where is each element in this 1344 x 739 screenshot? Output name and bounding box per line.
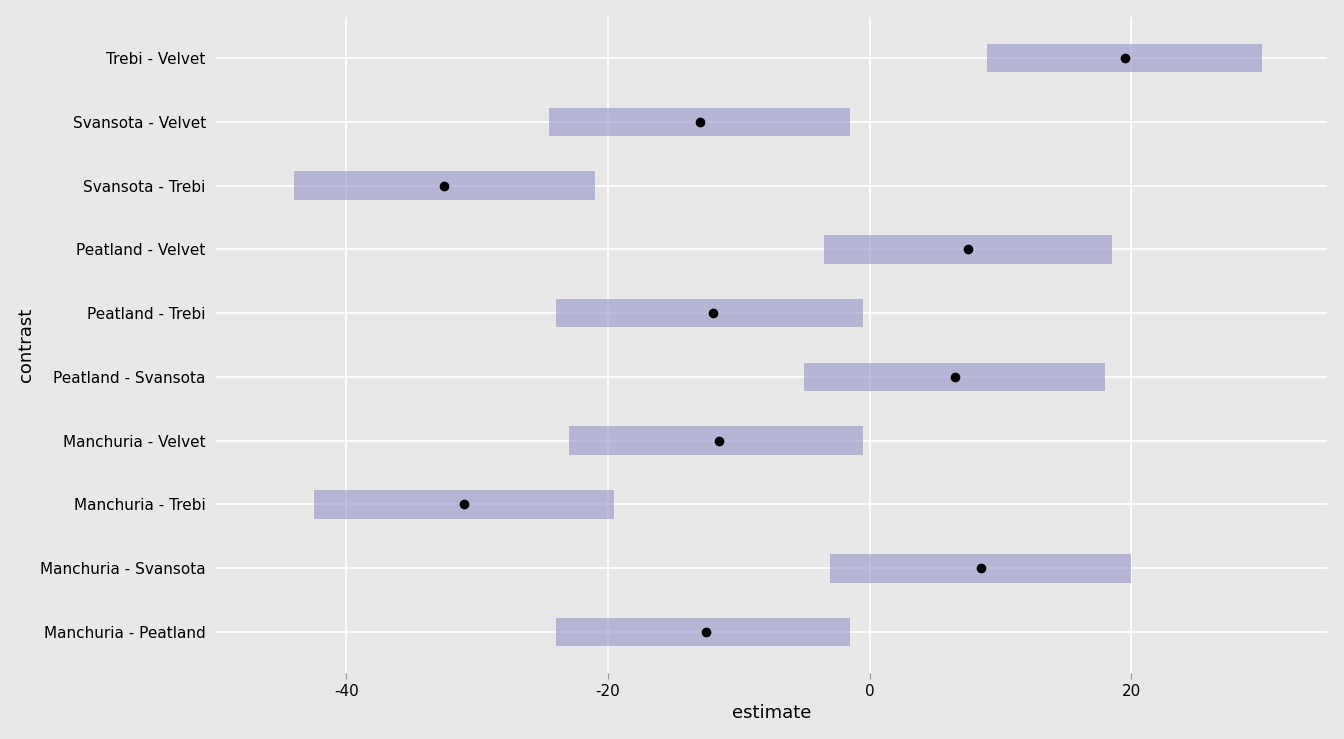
Bar bbox=[824, 235, 1111, 264]
Bar bbox=[555, 299, 863, 327]
Bar bbox=[550, 107, 849, 136]
Bar bbox=[831, 554, 1132, 582]
Bar bbox=[804, 363, 1105, 391]
Bar bbox=[313, 490, 614, 519]
Y-axis label: contrast: contrast bbox=[16, 308, 35, 382]
Bar bbox=[569, 426, 863, 455]
Bar bbox=[555, 618, 849, 647]
Bar bbox=[294, 171, 595, 200]
X-axis label: estimate: estimate bbox=[731, 704, 812, 722]
Bar bbox=[988, 44, 1262, 72]
